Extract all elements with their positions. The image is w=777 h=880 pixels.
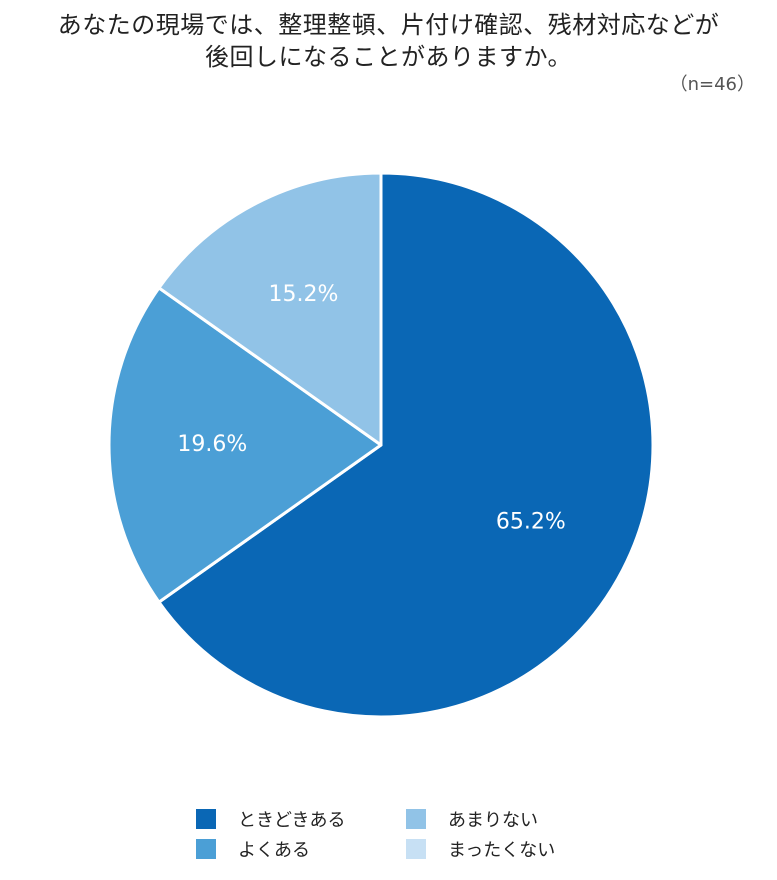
data-label-amari: 15.2%	[269, 282, 339, 307]
data-label-yoku: 19.6%	[177, 432, 247, 457]
chart-title-line-1: あなたの現場では、整理整頓、片付け確認、残材対応などが	[57, 11, 720, 39]
data-label-tokidoki: 65.2%	[496, 510, 566, 535]
pie-slice-yoku	[107, 286, 383, 604]
pie-slice-amari	[157, 171, 383, 447]
sample-size-label: （n=46）	[669, 74, 755, 95]
pie-slice-tokidoki	[157, 171, 655, 719]
chart-title-line-2: 後回しになることがありますか。	[204, 43, 573, 71]
